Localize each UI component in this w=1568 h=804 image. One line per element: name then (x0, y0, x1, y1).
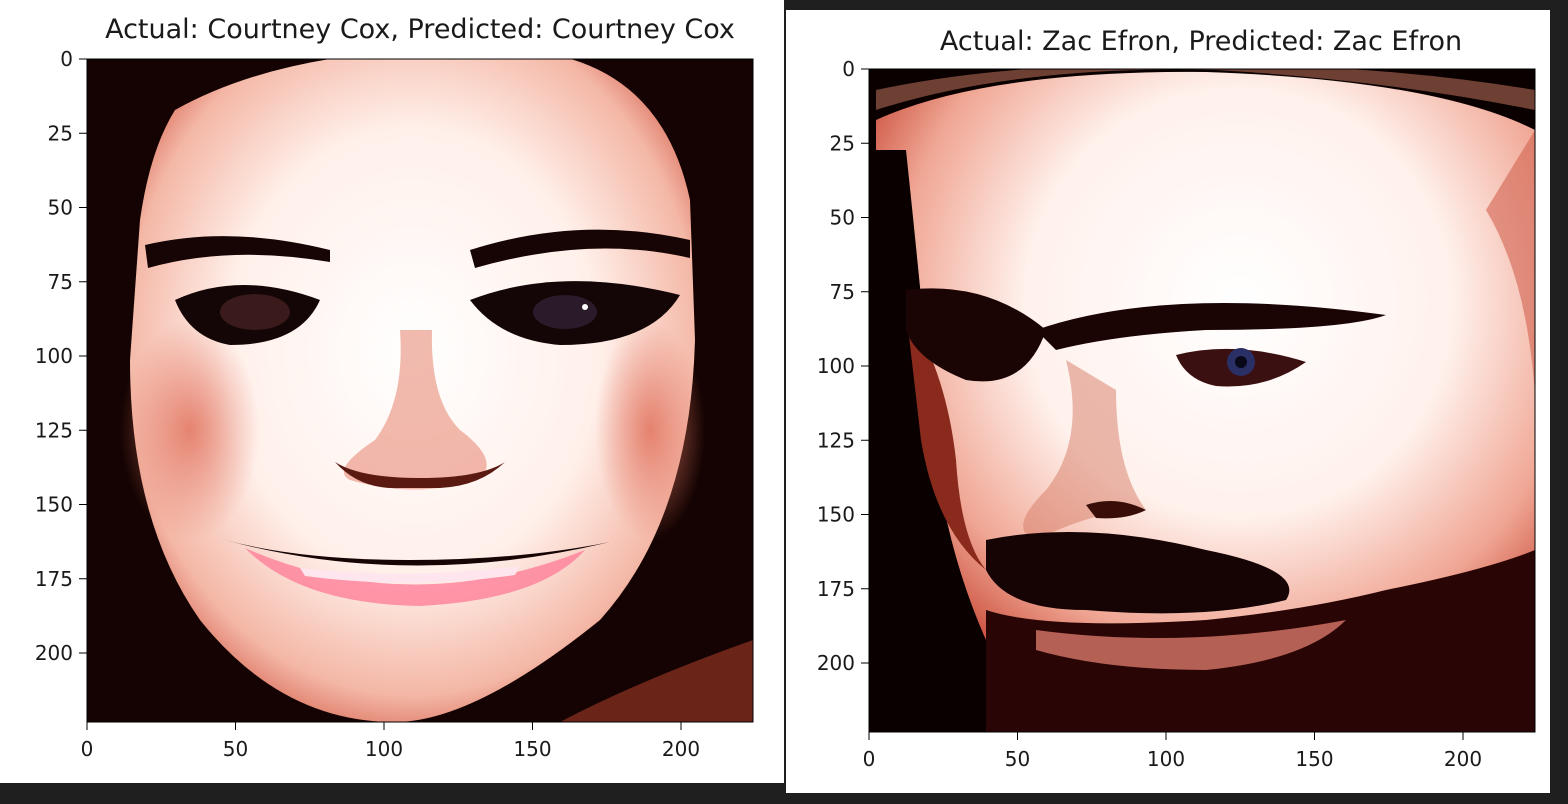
y-tick-label: 25 (48, 121, 73, 145)
y-tick-label: 150 (817, 503, 855, 527)
y-tick-label: 75 (830, 280, 855, 304)
figure-panel-right: Actual: Zac Efron, Predicted: Zac Efron (786, 10, 1550, 793)
y-tick-label: 175 (817, 577, 855, 601)
x-axis: 0 50 100 150 200 (863, 732, 1482, 771)
x-tick-label: 200 (1444, 747, 1482, 771)
y-axis: 0 25 50 75 100 125 150 175 200 (817, 57, 869, 675)
y-tick-label: 50 (48, 196, 73, 220)
plot-left: 0 25 50 75 100 125 150 175 200 0 50 100 150 200 (35, 47, 754, 761)
y-tick-label: 200 (817, 651, 855, 675)
y-tick-label: 175 (35, 567, 73, 591)
x-tick-label: 50 (1005, 747, 1030, 771)
x-tick-label: 100 (1147, 747, 1185, 771)
figure-title: Actual: Zac Efron, Predicted: Zac Efron (939, 26, 1463, 57)
y-tick-label: 25 (830, 131, 855, 155)
y-axis: 0 25 50 75 100 125 150 175 200 (35, 47, 87, 665)
face-image (87, 59, 753, 722)
x-tick-label: 100 (365, 737, 403, 761)
x-tick-label: 150 (513, 737, 551, 761)
x-tick-label: 0 (863, 747, 876, 771)
x-tick-label: 50 (223, 737, 248, 761)
y-tick-label: 100 (817, 354, 855, 378)
face-image (869, 69, 1535, 732)
y-tick-label: 150 (35, 493, 73, 517)
plot-right: 0 25 50 75 100 125 150 175 200 0 50 100 150 200 (817, 57, 1536, 771)
y-tick-label: 200 (35, 641, 73, 665)
y-tick-label: 50 (830, 206, 855, 230)
y-tick-label: 100 (35, 344, 73, 368)
y-tick-label: 125 (817, 428, 855, 452)
figure-title: Actual: Courtney Cox, Predicted: Courtne… (105, 14, 735, 45)
x-tick-label: 150 (1295, 747, 1333, 771)
y-tick-label: 125 (35, 418, 73, 442)
y-tick-label: 75 (48, 270, 73, 294)
figure-panel-left: Actual: Courtney Cox, Predicted: Courtne… (0, 0, 784, 783)
x-tick-label: 200 (662, 737, 700, 761)
y-tick-label: 0 (842, 57, 855, 81)
x-tick-label: 0 (81, 737, 94, 761)
x-axis: 0 50 100 150 200 (81, 722, 700, 761)
y-tick-label: 0 (60, 47, 73, 71)
